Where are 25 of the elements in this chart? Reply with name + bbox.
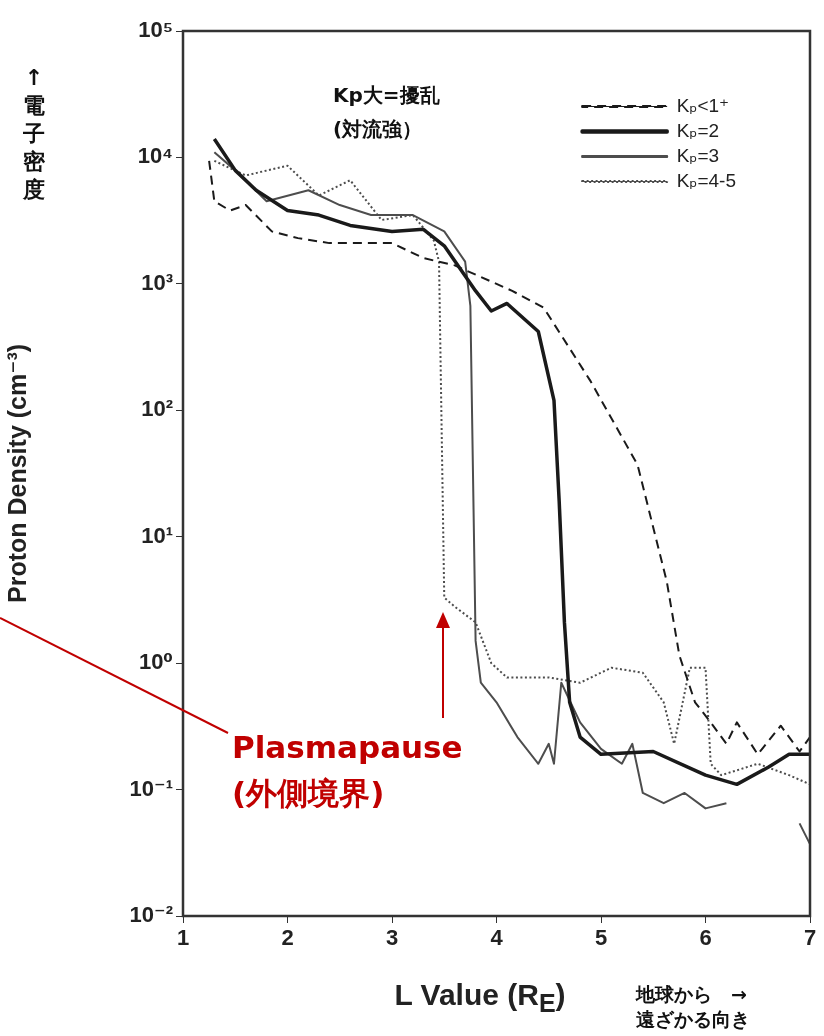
legend-label: Kₚ=2 [676, 119, 720, 141]
legend-label: Kₚ=4-5 [676, 169, 737, 191]
y-tick-label: 10⁵ [138, 17, 173, 43]
text: 地球から → 遠ざかる向き [636, 982, 750, 1032]
y-tick-label: 10⁻¹ [129, 775, 173, 801]
x-tick-label: 6 [699, 925, 712, 951]
y-tick-label: 10⁰ [138, 649, 173, 675]
y-tick-label: 10¹ [141, 522, 173, 548]
x-tick-label: 2 [281, 925, 294, 951]
y-tick-label: 10³ [141, 269, 173, 295]
x-tick-label: 7 [803, 925, 817, 951]
y-tick-label: 10⁴ [137, 143, 173, 169]
text: ↑電子密度 [22, 64, 46, 204]
x-tick-label: 4 [490, 925, 504, 951]
x-axis-title: L Value (R$_{E}$) [393, 978, 567, 1018]
legend-label: Kₚ=3 [676, 144, 720, 166]
legend-label: Kₚ<1⁺ [676, 94, 730, 116]
y-tick-label: 10⁻² [129, 902, 173, 928]
x-tick-label: 3 [385, 925, 399, 951]
y-axis-title: Proton Density (cm⁻³) [2, 343, 31, 604]
y-tick-label: 10² [141, 396, 173, 422]
annotation: Plasmapause (外側境界) [232, 728, 464, 813]
x-tick-label: 1 [176, 925, 190, 951]
annotation: Kp大=擾乱 (対流強） [333, 82, 440, 143]
x-tick-label: 5 [594, 925, 608, 951]
